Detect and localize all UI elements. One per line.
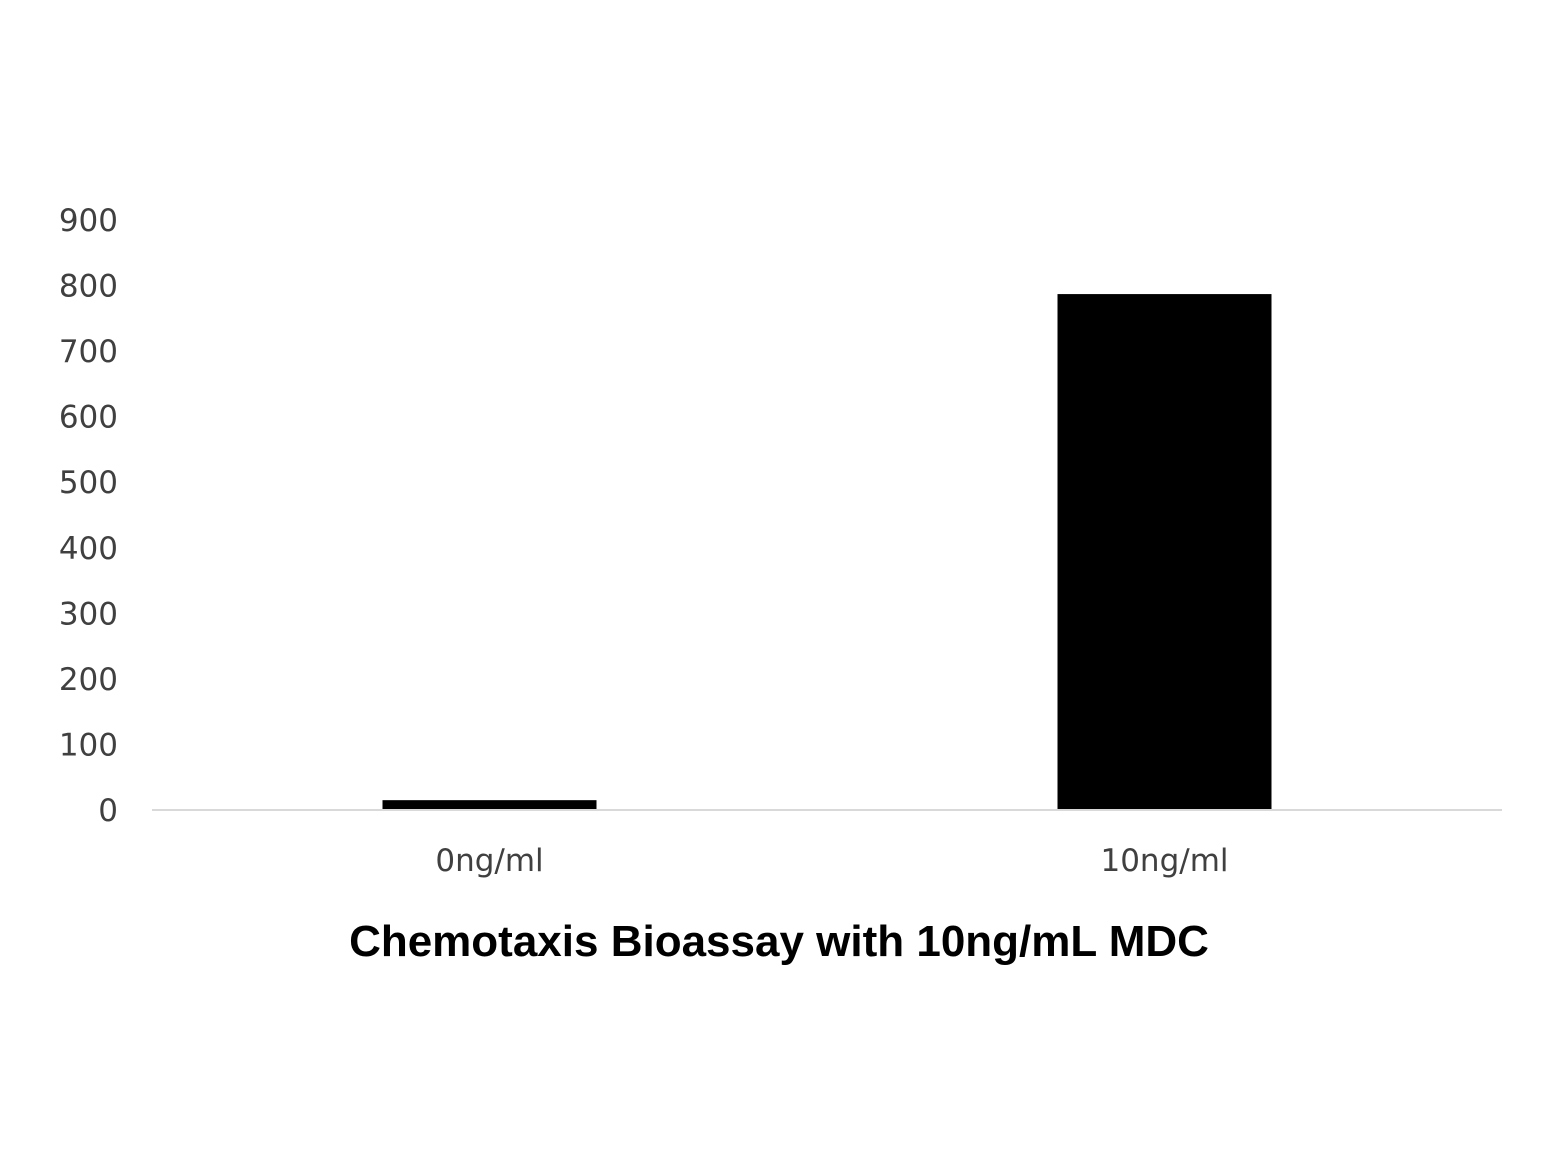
bar-1 (1057, 294, 1272, 811)
x-category-label: 10ng/ml (1100, 843, 1228, 879)
y-tick-label: 900 (59, 203, 118, 239)
bars (382, 294, 1272, 811)
x-axis-categories: 0ng/ml 10ng/ml (435, 843, 1228, 879)
y-tick-label: 800 (59, 269, 118, 305)
chart-caption: Chemotaxis Bioassay with 10ng/mL MDC (349, 917, 1209, 966)
y-tick-label: 400 (59, 531, 118, 567)
y-tick-label: 200 (59, 662, 118, 698)
y-tick-label: 500 (59, 465, 118, 501)
y-tick-label: 300 (59, 596, 118, 632)
x-category-label: 0ng/ml (435, 843, 543, 879)
y-tick-label: 700 (59, 334, 118, 370)
y-tick-label: 0 (98, 793, 118, 829)
y-tick-label: 600 (59, 400, 118, 436)
y-tick-label: 100 (59, 727, 118, 763)
bar-0 (382, 800, 597, 810)
y-axis-ticks: 0 100 200 300 400 500 600 700 800 900 (59, 203, 118, 829)
